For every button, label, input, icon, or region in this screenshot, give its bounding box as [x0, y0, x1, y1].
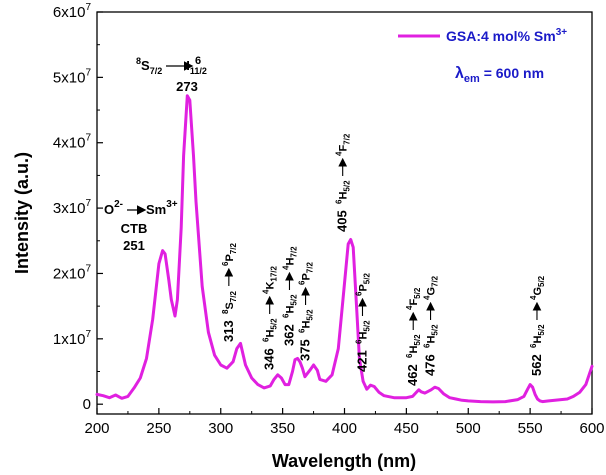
legend-label: GSA:4 mol% Sm3+ [446, 27, 567, 44]
ctb-label: CTB [121, 221, 148, 236]
vertical-transition-labels: 3138S7/26P7/23466H5/24K17/23626H5/24H7/2… [221, 133, 546, 386]
upper-state: 4G7/2 [423, 275, 440, 300]
ctb-o-label: O2- [104, 199, 123, 217]
x-tick-label: 400 [332, 420, 357, 437]
lower-state: 6H5/2 [262, 318, 279, 342]
transition-313-label: 313 8S7/2 6P7/2 [221, 243, 238, 342]
ctb-sm-label: Sm3+ [146, 199, 178, 217]
y-tick-label: 0 [83, 396, 91, 413]
transition-362-label: 362 6H5/2 4H7/2 [281, 246, 298, 346]
x-tick-label: 250 [146, 420, 171, 437]
y-tick-label: 6x107 [53, 2, 92, 21]
peak-273-label: 273 [176, 79, 198, 94]
upper-state: 4G5/2 [529, 275, 546, 300]
x-tick-label: 600 [579, 420, 604, 437]
transition-273-sup-6: 6 [195, 55, 201, 67]
upper-state: 4K17/2 [262, 265, 279, 294]
peak-346-value: 346 [262, 348, 277, 370]
peak-251-label: 251 [123, 238, 145, 253]
lower-state: 6H5/2 [335, 180, 352, 204]
transition-562-label: 562 6H5/2 4G5/2 [529, 275, 546, 376]
peak-421-value: 421 [354, 350, 369, 372]
transition-375-label: 375 6H5/2 6P7/2 [298, 262, 315, 361]
y-axis-label: Intensity (a.u.) [12, 152, 32, 274]
transition-346-label: 346 6H5/2 4K17/2 [262, 265, 279, 370]
transition-476-label: 476 6H5/2 4G7/2 [423, 275, 440, 376]
upper-state: 6P7/2 [298, 262, 315, 285]
y-tick-label: 2x107 [53, 263, 92, 282]
upper-state: 4F7/2 [335, 133, 352, 156]
transition-405-label: 405 6H5/2 4F7/2 [335, 133, 352, 232]
x-tick-label: 550 [518, 420, 543, 437]
y-tick-label: 1x107 [53, 329, 92, 348]
transition-421-label: 421 6H5/2 6P5/2 [354, 273, 371, 372]
peak-476-value: 476 [423, 354, 438, 376]
x-tick-label: 500 [456, 420, 481, 437]
x-tick-label: 350 [270, 420, 295, 437]
lower-state: 6H5/2 [529, 324, 546, 348]
lower-state: 6H5/2 [354, 320, 371, 344]
peak-462-value: 462 [405, 364, 420, 386]
lower-state: 6H5/2 [298, 309, 315, 333]
x-tick-label: 200 [84, 420, 109, 437]
upper-state: 6P5/2 [354, 273, 371, 296]
y-tick-label: 4x107 [53, 133, 92, 152]
upper-state: 4F5/2 [405, 287, 422, 310]
x-axis-label: Wavelength (nm) [272, 451, 416, 471]
lower-state: 6H5/2 [423, 324, 440, 348]
y-ticks: 0 1x107 2x107 3x107 4x107 5x107 6x107 [53, 2, 103, 413]
upper-state: 4H7/2 [281, 246, 298, 270]
x-tick-label: 450 [394, 420, 419, 437]
peak-313-value: 313 [221, 320, 236, 342]
upper-state: 6P7/2 [221, 243, 238, 266]
peak-362-value: 362 [281, 324, 296, 346]
peak-562-value: 562 [529, 354, 544, 376]
x-tick-label: 300 [208, 420, 233, 437]
peak-375-value: 375 [298, 339, 313, 361]
y-tick-label: 5x107 [53, 67, 92, 86]
y-tick-label: 3x107 [53, 198, 92, 217]
series-line [95, 94, 594, 404]
peak-405-value: 405 [335, 210, 350, 232]
lower-state: 6H5/2 [405, 334, 422, 358]
transition-462-label: 462 6H5/2 4F5/2 [405, 287, 422, 386]
lower-state: 8S7/2 [221, 291, 238, 314]
x-ticks: 200 250 300 350 400 450 500 550 600 [84, 408, 605, 437]
lower-state: 6H5/2 [281, 294, 298, 318]
emission-wavelength-label: λem = 600 nm [455, 65, 544, 85]
